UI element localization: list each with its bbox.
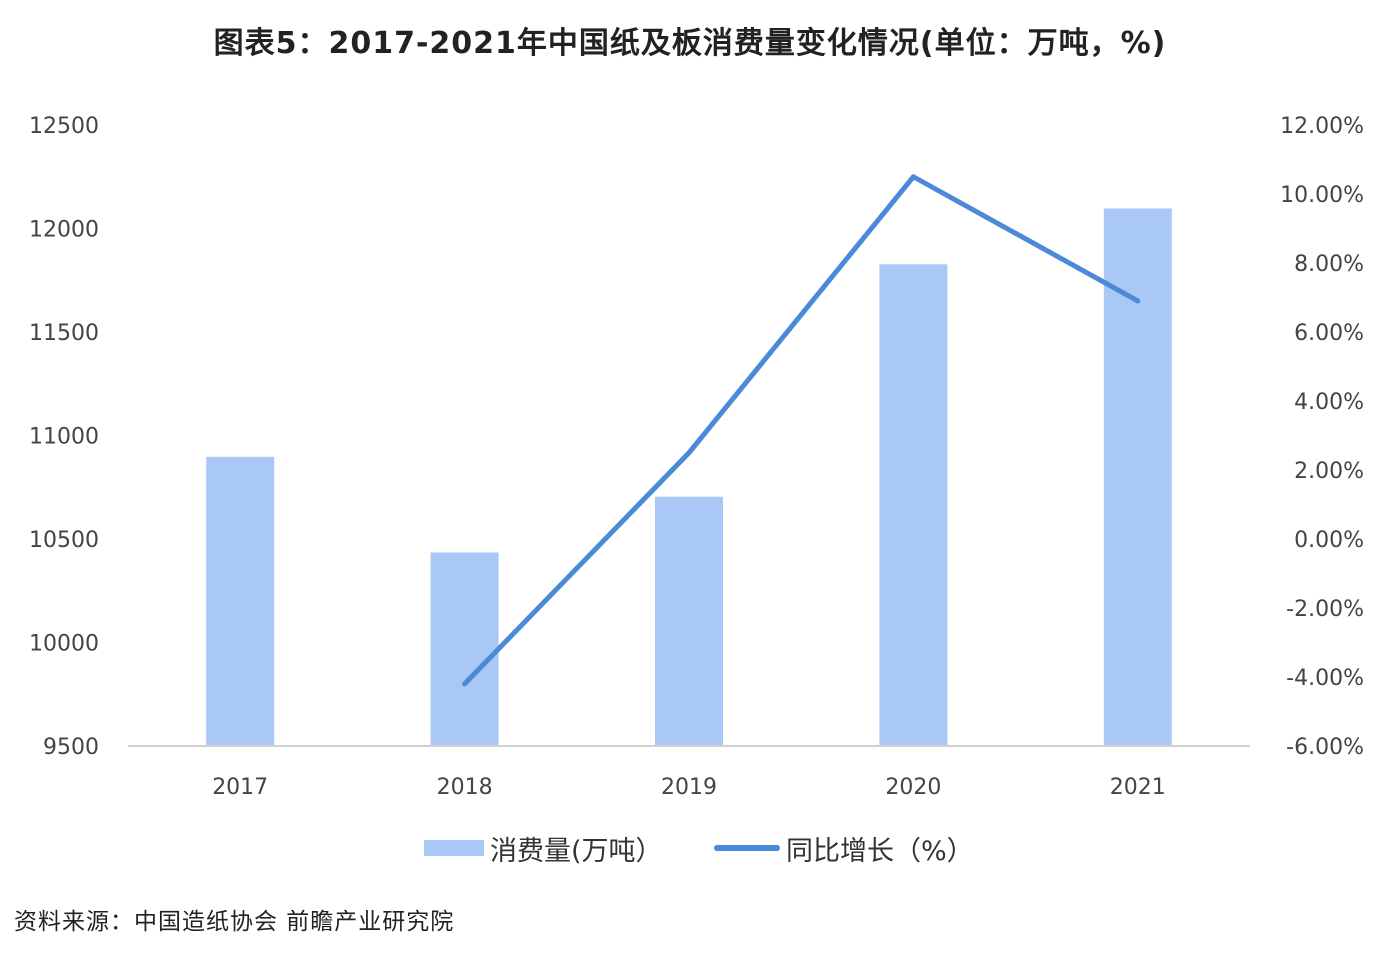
left-tick-label: 10000 (29, 632, 99, 657)
left-tick-label: 11000 (29, 425, 99, 450)
left-tick-label: 9500 (43, 735, 99, 760)
right-tick-label: 8.00% (1294, 252, 1364, 277)
right-tick-label: 4.00% (1294, 390, 1364, 415)
legend-item-consumption: 消费量(万吨） (424, 826, 663, 870)
right-tick-label: 6.00% (1294, 321, 1364, 346)
chart-title: 图表5：2017-2021年中国纸及板消费量变化情况(单位：万吨，%) (213, 26, 1167, 61)
bar (206, 456, 275, 746)
legend-swatch-bar (424, 840, 484, 856)
left-tick-label: 12000 (29, 218, 99, 243)
x-axis: 2017 2018 2019 2020 2021 (212, 775, 1166, 800)
bar-series (206, 208, 1172, 746)
source-note: 资料来源：中国造纸协会 前瞻产业研究院 (14, 909, 455, 935)
legend-label-consumption: 消费量(万吨） (490, 835, 663, 867)
right-tick-label: -2.00% (1286, 597, 1364, 622)
left-tick-label: 12500 (29, 114, 99, 139)
x-tick-label: 2020 (885, 775, 941, 800)
x-tick-label: 2019 (661, 775, 717, 800)
right-tick-label: -4.00% (1286, 666, 1364, 691)
left-tick-label: 10500 (29, 528, 99, 553)
left-tick-label: 11500 (29, 321, 99, 346)
right-axis: 12.00% 10.00% 8.00% 6.00% 4.00% 2.00% 0.00% -2.… (1280, 114, 1364, 760)
bar (430, 552, 499, 746)
legend: 消费量(万吨） 同比增长（%） (0, 826, 1380, 870)
right-tick-label: 0.00% (1294, 528, 1364, 553)
right-tick-label: -6.00% (1286, 735, 1364, 760)
x-tick-label: 2017 (212, 775, 268, 800)
legend-item-growth: 同比增长（%） (714, 826, 974, 870)
right-tick-label: 10.00% (1280, 183, 1364, 208)
left-axis: 12500 12000 11500 11000 10500 10000 9500 (29, 114, 99, 760)
right-tick-label: 2.00% (1294, 459, 1364, 484)
bar (1103, 208, 1172, 746)
x-tick-label: 2018 (437, 775, 493, 800)
bar (655, 496, 723, 746)
x-tick-label: 2021 (1110, 775, 1166, 800)
legend-label-growth: 同比增长（%） (786, 835, 974, 867)
growth-line (462, 174, 1141, 687)
bar (879, 264, 948, 746)
legend-swatch-line (714, 845, 780, 851)
right-tick-label: 12.00% (1280, 114, 1364, 139)
